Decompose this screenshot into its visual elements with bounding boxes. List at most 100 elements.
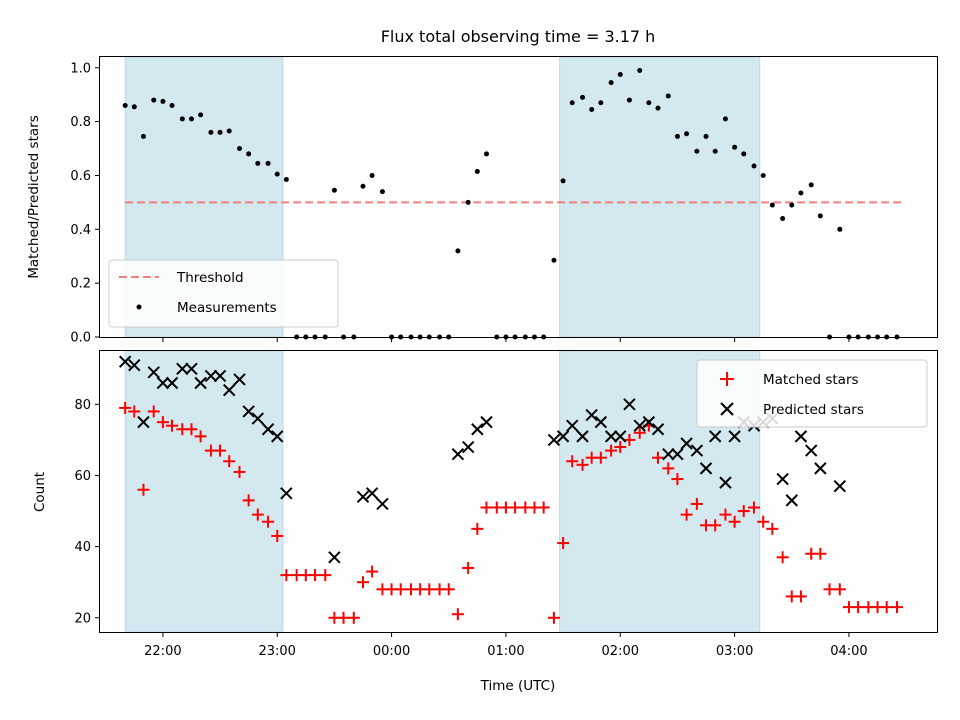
measurement-point bbox=[703, 133, 709, 139]
predicted-legend-label: Predicted stars bbox=[763, 402, 864, 418]
count-axes-frame bbox=[99, 350, 938, 633]
ratio-legend-box bbox=[108, 259, 339, 328]
predicted-point bbox=[137, 415, 150, 429]
ratio-y-tick-label: 0.8 bbox=[70, 115, 91, 130]
predicted-point bbox=[662, 447, 675, 461]
matched-point bbox=[271, 529, 284, 542]
predicted-point bbox=[147, 366, 160, 379]
predicted-point bbox=[471, 423, 484, 436]
predicted-point bbox=[194, 376, 207, 390]
predicted-points bbox=[118, 355, 847, 564]
ratio-axes-frame bbox=[99, 56, 938, 338]
predicted-point bbox=[776, 472, 789, 486]
x-tick-label: 03:00 bbox=[716, 644, 753, 659]
measurement-point bbox=[122, 102, 128, 108]
matched-point bbox=[633, 426, 646, 439]
matched-point bbox=[471, 522, 484, 535]
predicted-point bbox=[708, 430, 722, 443]
matched-point bbox=[119, 401, 132, 414]
measurement-point bbox=[655, 105, 661, 111]
measurement-point bbox=[379, 189, 385, 195]
matched-point bbox=[480, 501, 493, 514]
ratio-y-axis-label: Matched/Predicted stars bbox=[26, 115, 42, 278]
measurement-point bbox=[160, 98, 166, 104]
matched-point bbox=[709, 519, 722, 532]
predicted-point bbox=[566, 419, 579, 432]
predicted-point bbox=[585, 408, 598, 422]
matched-point bbox=[719, 508, 732, 521]
count-x-ticks: 22:00 23:00 00:00 01:00 02:00 03:00 04:00 bbox=[144, 632, 868, 659]
predicted-point bbox=[204, 369, 218, 383]
measurement-point bbox=[789, 202, 795, 208]
matched-point bbox=[442, 583, 455, 596]
measurement-point bbox=[274, 171, 280, 177]
matched-point bbox=[890, 601, 903, 614]
matched-point bbox=[223, 455, 236, 468]
matched-point bbox=[594, 451, 607, 464]
x-tick-label: 00:00 bbox=[373, 644, 410, 659]
count-legend-box bbox=[696, 359, 928, 428]
measurement-point bbox=[474, 168, 480, 174]
measurement-point bbox=[369, 172, 375, 178]
x-tick-label: 23:00 bbox=[258, 644, 295, 659]
matched-legend-label: Matched stars bbox=[763, 372, 859, 388]
measurement-point bbox=[217, 129, 223, 135]
ratio-y-tick-label: 1.0 bbox=[70, 61, 91, 76]
x-axis-label: Time (UTC) bbox=[480, 678, 556, 694]
measurement-point bbox=[646, 100, 652, 106]
matched-point bbox=[737, 505, 750, 518]
predicted-point bbox=[185, 362, 198, 375]
ratio-shaded-interval-1 bbox=[559, 56, 761, 338]
predicted-point bbox=[165, 376, 179, 390]
measurement-point bbox=[131, 104, 137, 110]
predicted-point bbox=[671, 447, 684, 461]
matched-legend-swatch bbox=[720, 372, 734, 386]
ratio-y-tick-label: 0.4 bbox=[70, 223, 91, 238]
matched-point bbox=[147, 405, 160, 418]
count-y-tick-label: 60 bbox=[74, 469, 91, 484]
matched-point bbox=[347, 611, 360, 624]
matched-point bbox=[251, 508, 264, 521]
measurement-point bbox=[255, 160, 261, 166]
matched-point bbox=[337, 611, 350, 624]
measurement-point bbox=[837, 226, 843, 232]
measurement-point bbox=[169, 102, 175, 108]
matched-point bbox=[557, 537, 570, 550]
measurement-point bbox=[569, 100, 575, 106]
measurement-point bbox=[741, 151, 747, 157]
measurement-point bbox=[665, 93, 671, 99]
count-shaded-regions bbox=[124, 350, 761, 633]
matched-point bbox=[680, 508, 693, 521]
matched-point bbox=[852, 601, 865, 614]
count-panel: 20 40 60 80 22:00 23:00 00:00 01:00 02:00 03:00 0… bbox=[32, 350, 938, 694]
measurement-point bbox=[198, 112, 204, 118]
predicted-point bbox=[642, 415, 656, 429]
matched-point bbox=[605, 444, 618, 457]
matched-point bbox=[814, 547, 827, 560]
measurement-point bbox=[208, 129, 214, 135]
measurement-point bbox=[246, 151, 252, 157]
count-legend: Matched stars Predicted stars bbox=[696, 359, 928, 428]
predicted-point bbox=[604, 430, 618, 443]
matched-point bbox=[156, 416, 169, 429]
matched-point bbox=[356, 576, 369, 589]
ratio-y-tick-label: 0.6 bbox=[70, 169, 91, 184]
predicted-point bbox=[728, 430, 741, 443]
measurement-point bbox=[798, 190, 804, 196]
matched-point bbox=[185, 423, 198, 436]
count-y-tick-label: 20 bbox=[74, 611, 91, 626]
matched-point bbox=[547, 611, 560, 624]
measurement-point bbox=[769, 202, 775, 208]
measurement-point bbox=[760, 172, 766, 178]
matched-point bbox=[137, 483, 150, 496]
predicted-point bbox=[271, 430, 284, 443]
count-shaded-interval-0 bbox=[124, 350, 284, 633]
predicted-point bbox=[794, 430, 808, 443]
chart-title: Flux total observing time = 3.17 h bbox=[381, 27, 656, 46]
measurement-point bbox=[483, 151, 489, 157]
measurement-point bbox=[732, 144, 738, 150]
measurement-point bbox=[674, 133, 680, 139]
measurements-legend-label: Measurements bbox=[177, 300, 277, 316]
matched-point bbox=[766, 522, 779, 535]
